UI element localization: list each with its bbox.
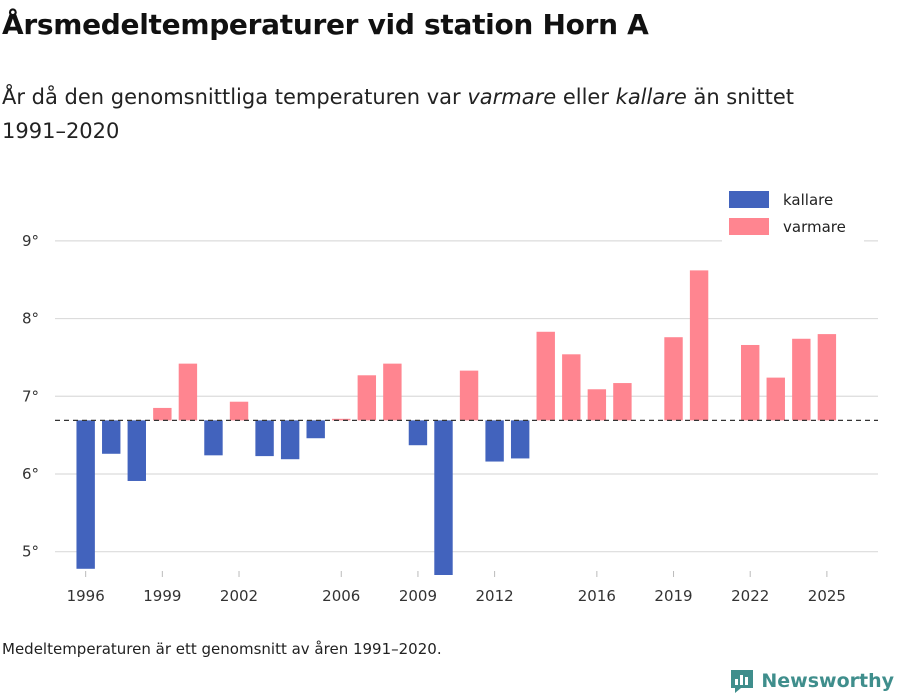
bar-2013 bbox=[510, 420, 530, 459]
bar-2008 bbox=[383, 363, 402, 421]
subtitle-part-3: än snittet 1991–2020 bbox=[2, 85, 795, 143]
subtitle-cold-word: kallare bbox=[615, 85, 687, 109]
subtitle-part-1: År då den genomsnittliga temperaturen va… bbox=[2, 85, 468, 109]
x-tick-label: 2019 bbox=[654, 587, 692, 605]
chart-subtitle: År då den genomsnittliga temperaturen va… bbox=[2, 80, 862, 148]
bar-2000 bbox=[178, 363, 198, 421]
bar-1999 bbox=[153, 407, 172, 421]
bar-2023 bbox=[766, 377, 785, 421]
x-tick-label: 2025 bbox=[808, 587, 846, 605]
y-tick-label: 5° bbox=[22, 543, 39, 561]
bar-2002 bbox=[229, 401, 249, 421]
bars-layer bbox=[76, 270, 837, 575]
bar-2006 bbox=[332, 418, 351, 421]
bar-2022 bbox=[741, 344, 760, 421]
bar-2011 bbox=[459, 370, 479, 421]
chart-caption: Medeltemperaturen är ett genomsnitt av å… bbox=[2, 640, 442, 658]
legend: kallare varmare bbox=[722, 182, 864, 242]
x-tick-label: 2002 bbox=[220, 587, 258, 605]
y-tick-label: 7° bbox=[22, 387, 39, 405]
bar-2001 bbox=[204, 420, 223, 456]
bar-2015 bbox=[562, 354, 581, 421]
bar-2019 bbox=[664, 337, 683, 421]
bar-2009 bbox=[408, 420, 428, 446]
x-tick-label: 2022 bbox=[731, 587, 769, 605]
bar-2005 bbox=[306, 420, 325, 439]
chart-title: Årsmedeltemperaturer vid station Horn A bbox=[2, 8, 649, 41]
bar-2020 bbox=[689, 270, 709, 421]
bar-2003 bbox=[255, 420, 274, 457]
bar-1996 bbox=[76, 420, 95, 569]
bar-2014 bbox=[536, 331, 555, 421]
subtitle-warm-word: varmare bbox=[467, 85, 557, 109]
x-tick-label: 2009 bbox=[399, 587, 437, 605]
bar-2025 bbox=[817, 334, 837, 421]
bar-1997 bbox=[102, 420, 121, 454]
bar-2004 bbox=[280, 420, 300, 460]
y-tick-label: 8° bbox=[22, 310, 39, 328]
newsworthy-logo: Newsworthy bbox=[729, 668, 894, 694]
bar-2016 bbox=[587, 389, 607, 421]
bar-2010 bbox=[434, 420, 453, 575]
y-tick-label: 9° bbox=[22, 232, 39, 250]
x-tick-label: 2016 bbox=[578, 587, 616, 605]
legend-swatch-cold bbox=[729, 191, 769, 208]
legend-label-warm: varmare bbox=[783, 218, 846, 236]
axis-layer: 5° 6° 7° 8° 9° 1996 1999 2002 2006 2009 2012 2016 20… bbox=[22, 232, 846, 605]
legend-label-cold: kallare bbox=[783, 191, 833, 209]
legend-swatch-warm bbox=[729, 218, 769, 235]
x-tick-label: 1996 bbox=[67, 587, 105, 605]
bar-1998 bbox=[127, 420, 146, 481]
bar-2024 bbox=[792, 338, 811, 421]
x-tick-label: 1999 bbox=[143, 587, 181, 605]
temperature-bar-chart: 5° 6° 7° 8° 9° 1996 1999 2002 2006 2009 2012 2016 20… bbox=[22, 182, 878, 605]
y-tick-label: 6° bbox=[22, 465, 39, 483]
bar-2007 bbox=[357, 375, 377, 421]
newsworthy-logo-text: Newsworthy bbox=[761, 670, 894, 692]
x-tick-label: 2012 bbox=[476, 587, 514, 605]
subtitle-part-2: eller bbox=[556, 85, 616, 109]
newsworthy-logo-icon bbox=[731, 670, 754, 693]
x-tick-label: 2006 bbox=[322, 587, 360, 605]
bar-2012 bbox=[485, 420, 504, 462]
bar-2017 bbox=[613, 383, 632, 421]
